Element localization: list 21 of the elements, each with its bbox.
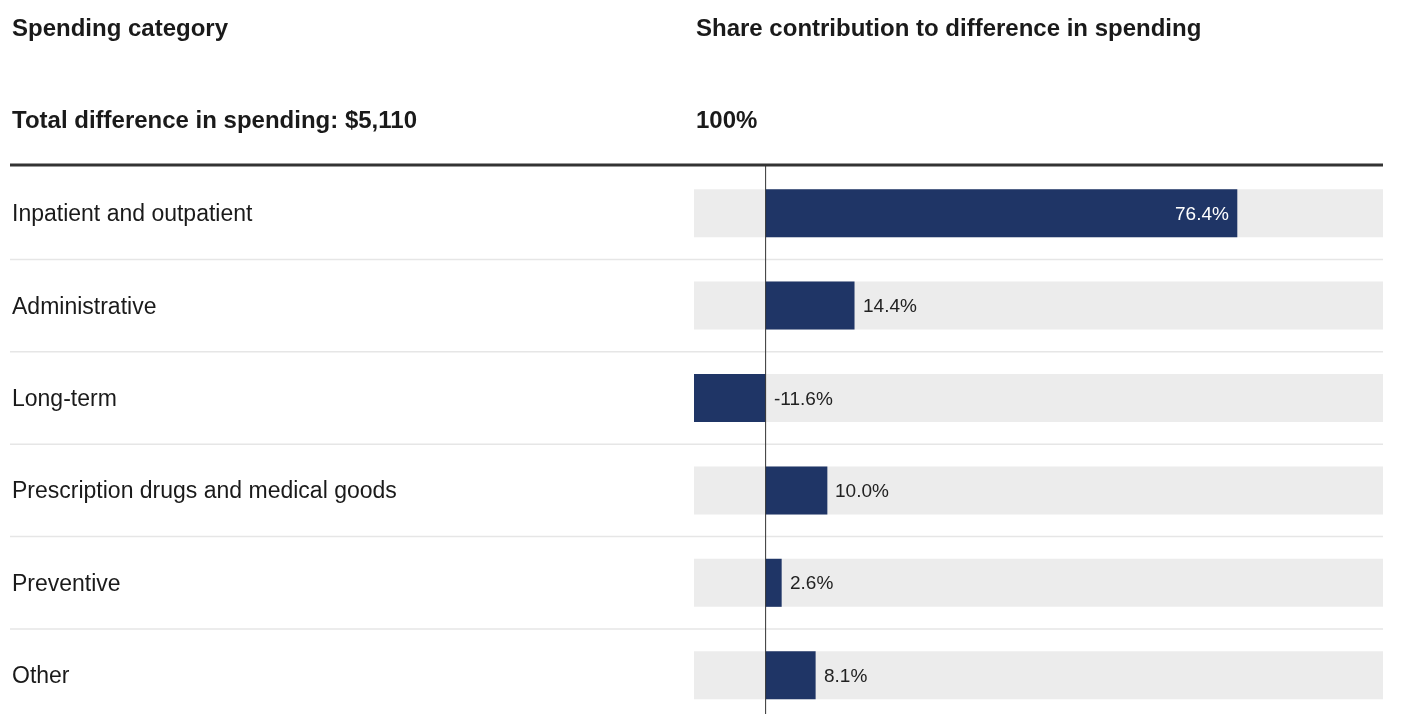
y-tick-label: Long-term [12,385,117,411]
y-tick-label: Administrative [12,293,157,319]
y-tick-label: Other [12,662,70,688]
bar [765,466,828,515]
data-label: 10.0% [835,480,889,501]
bar [694,373,766,423]
data-label: 8.1% [824,665,868,686]
text: Share contribution to difference in spending [696,14,1202,41]
data-label: 2.6% [790,572,834,593]
y-tick-label: Preventive [12,570,121,596]
text: 100% [696,106,758,133]
data-label: 76.4% [1175,203,1229,224]
bar [765,651,816,700]
data-label: 14.4% [863,295,917,316]
text: Spending category [12,14,229,41]
text: Total difference in spending: $5,110 [12,106,417,133]
data-label: -11.6% [774,388,833,409]
y-tick-label: Prescription drugs and medical goods [12,477,397,503]
y-tick-label: Inpatient and outpatient [12,200,254,226]
bar [765,558,782,607]
bar [765,281,855,330]
